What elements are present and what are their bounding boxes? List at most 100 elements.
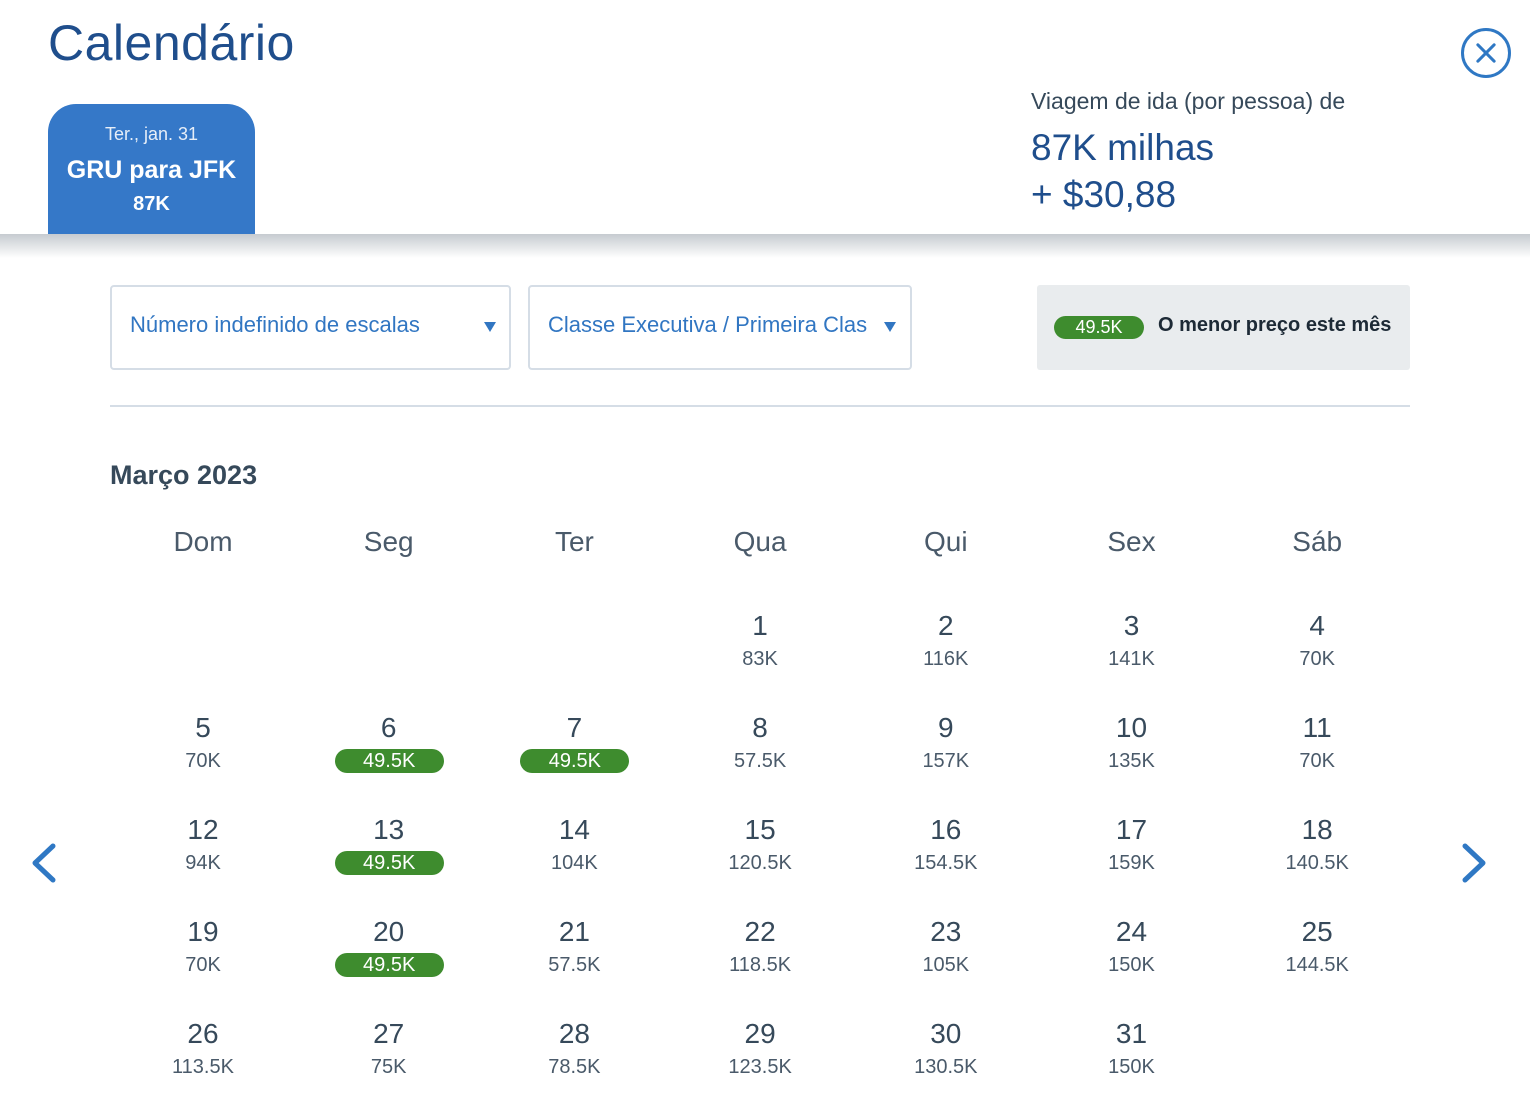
- day-price: 78.5K: [548, 1056, 601, 1078]
- day-number: 24: [1115, 916, 1148, 947]
- day-number: 11: [1302, 712, 1332, 743]
- day-price: 70K: [185, 750, 221, 772]
- day-cell[interactable]: 28 78.5K: [481, 1017, 667, 1103]
- trip-tab-outbound[interactable]: Ter., jan. 31 GRU para JFK 87K: [48, 104, 255, 234]
- legend-text: O menor preço este mês: [1158, 314, 1392, 336]
- day-number: 1: [752, 610, 768, 641]
- day-price-lowest-badge: 49.5K: [520, 749, 630, 773]
- day-cell[interactable]: 17 159K: [1039, 813, 1225, 899]
- day-number: 13: [373, 814, 405, 845]
- fare-tax: + $30,88: [1031, 174, 1177, 215]
- day-number: 20: [373, 916, 405, 947]
- day-number: 26: [187, 1018, 219, 1049]
- day-cell[interactable]: 13 49.5K: [296, 813, 482, 899]
- day-cell[interactable]: 5 70K: [110, 711, 296, 797]
- day-cell[interactable]: 2 116K: [853, 609, 1039, 695]
- month-title: Março 2023: [110, 460, 258, 490]
- day-cell[interactable]: 6 49.5K: [296, 711, 482, 797]
- day-cell[interactable]: 16 154.5K: [853, 813, 1039, 899]
- day-cell[interactable]: 10 135K: [1039, 711, 1225, 797]
- day-number: 9: [938, 712, 954, 743]
- day-cell[interactable]: 1 83K: [667, 609, 853, 695]
- day-cell[interactable]: 7 49.5K: [481, 711, 667, 797]
- day-price-lowest-badge: 49.5K: [334, 851, 444, 875]
- day-price: 104K: [551, 852, 598, 874]
- day-price: 157K: [922, 750, 970, 772]
- day-price: 150K: [1108, 1056, 1155, 1078]
- day-cell[interactable]: 30 130.5K: [853, 1017, 1039, 1103]
- day-cell[interactable]: 29 123.5K: [667, 1017, 853, 1103]
- weekday-label: Sáb: [1292, 526, 1343, 557]
- cabin-class-select[interactable]: Classe Executiva / Primeira Clas: [528, 285, 912, 370]
- lowest-price-legend: 49.5K O menor preço este mês: [1037, 285, 1410, 370]
- day-number: 29: [744, 1018, 776, 1049]
- day-number: 19: [187, 916, 219, 947]
- day-number: 3: [1123, 610, 1140, 641]
- day-price: 150K: [1108, 954, 1155, 976]
- day-price: 144.5K: [1285, 954, 1349, 976]
- day-cell[interactable]: 4 70K: [1224, 609, 1410, 695]
- day-price: 159K: [1108, 852, 1155, 874]
- lowest-price-badge: 49.5K: [1054, 316, 1144, 339]
- day-price: 70K: [185, 954, 221, 976]
- day-number: 5: [195, 712, 211, 743]
- day-price: 140.5K: [1285, 852, 1349, 874]
- day-price: 118.5K: [729, 954, 792, 976]
- day-price: 135K: [1108, 750, 1155, 772]
- day-cell[interactable]: 12 94K: [110, 813, 296, 899]
- stops-select[interactable]: Número indefinido de escalas: [110, 285, 511, 370]
- day-number: 22: [744, 916, 776, 947]
- fare-miles: 87K milhas: [1031, 127, 1215, 168]
- weekday-label: Qua: [733, 526, 787, 557]
- stops-select-value: Número indefinido de escalas: [130, 312, 420, 337]
- cabin-class-select-value: Classe Executiva / Primeira Clas: [548, 312, 868, 337]
- day-cell[interactable]: 22 118.5K: [667, 915, 853, 1001]
- day-cell[interactable]: 14 104K: [481, 813, 667, 899]
- weekday-label: Sex: [1107, 526, 1156, 557]
- day-price-lowest-badge: 49.5K: [334, 749, 444, 773]
- day-number: 18: [1301, 814, 1333, 845]
- day-cell[interactable]: 19 70K: [110, 915, 296, 1001]
- trip-route: GRU para JFK: [66, 156, 237, 184]
- day-cell[interactable]: 15 120.5K: [667, 813, 853, 899]
- day-number: 21: [558, 916, 590, 947]
- day-number: 30: [930, 1018, 962, 1049]
- weekday-header: Dom Seg Ter Qua Qui Sex Sáb: [110, 526, 1410, 566]
- day-number: 23: [930, 916, 962, 947]
- day-price-lowest-badge: 49.5K: [334, 953, 444, 977]
- day-cell[interactable]: 21 57.5K: [481, 915, 667, 1001]
- close-icon[interactable]: [1461, 28, 1511, 78]
- day-number: 10: [1115, 712, 1148, 743]
- day-price: 57.5K: [548, 954, 601, 976]
- day-price: 70K: [1299, 648, 1335, 670]
- chevron-left-icon[interactable]: [25, 838, 65, 888]
- day-cell[interactable]: 27 75K: [296, 1017, 482, 1103]
- header-shadow: [0, 234, 1530, 258]
- day-price: 105K: [922, 954, 970, 976]
- day-cell[interactable]: 31 150K: [1039, 1017, 1225, 1103]
- day-number: 28: [558, 1018, 590, 1049]
- day-number: 7: [566, 712, 583, 743]
- day-price: 113.5K: [172, 1056, 234, 1078]
- day-price: 83K: [742, 648, 778, 670]
- day-price: 123.5K: [728, 1056, 792, 1078]
- day-cell[interactable]: 23 105K: [853, 915, 1039, 1001]
- day-number: 14: [558, 814, 590, 845]
- dialog-header: Calendário Ter., jan. 31 GRU para JFK 87…: [0, 0, 1530, 234]
- day-cell[interactable]: 18 140.5K: [1224, 813, 1410, 899]
- day-price: 75K: [370, 1056, 407, 1078]
- day-number: 15: [744, 814, 776, 845]
- day-cell[interactable]: 24 150K: [1039, 915, 1225, 1001]
- day-price: 70K: [1299, 750, 1335, 772]
- weekday-label: Qui: [924, 526, 968, 557]
- day-price: 130.5K: [914, 1056, 978, 1078]
- day-cell[interactable]: 3 141K: [1039, 609, 1225, 695]
- day-cell[interactable]: 11 70K: [1224, 711, 1410, 797]
- day-cell[interactable]: 8 57.5K: [667, 711, 853, 797]
- day-cell[interactable]: 9 157K: [853, 711, 1039, 797]
- day-cell[interactable]: 26 113.5K: [110, 1017, 296, 1103]
- day-cell[interactable]: 20 49.5K: [296, 915, 482, 1001]
- day-cell[interactable]: 25 144.5K: [1224, 915, 1410, 1001]
- day-number: 16: [930, 814, 962, 845]
- chevron-right-icon[interactable]: [1453, 838, 1493, 888]
